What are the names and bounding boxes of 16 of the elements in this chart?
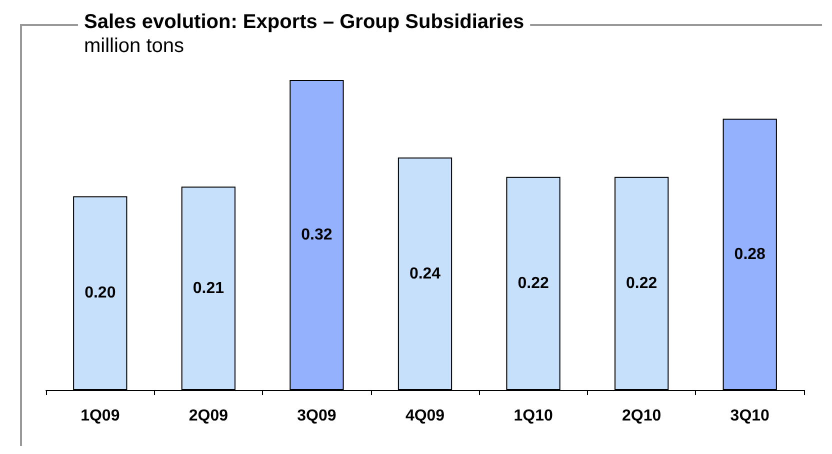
data-label: 0.21 — [192, 280, 224, 297]
x-tick-label: 2Q10 — [622, 408, 662, 424]
chart-subtitle: million tons — [84, 35, 184, 57]
x-tick-label: 1Q09 — [80, 408, 120, 424]
data-label: 0.20 — [84, 284, 116, 302]
data-label: 0.22 — [518, 274, 549, 292]
x-tick-label: 3Q09 — [297, 408, 336, 424]
x-tick-label: 1Q10 — [514, 408, 553, 424]
chart-title: Sales evolution: Exports – Group Subsidiaries — [84, 11, 524, 33]
data-label: 0.22 — [626, 274, 658, 292]
data-label: 0.32 — [301, 226, 332, 244]
x-tick-label: 3Q10 — [730, 408, 770, 424]
x-tick-label: 2Q09 — [188, 408, 228, 424]
data-label: 0.28 — [734, 246, 766, 263]
data-label: 0.24 — [409, 265, 441, 282]
x-tick-label: 4Q09 — [405, 408, 445, 424]
